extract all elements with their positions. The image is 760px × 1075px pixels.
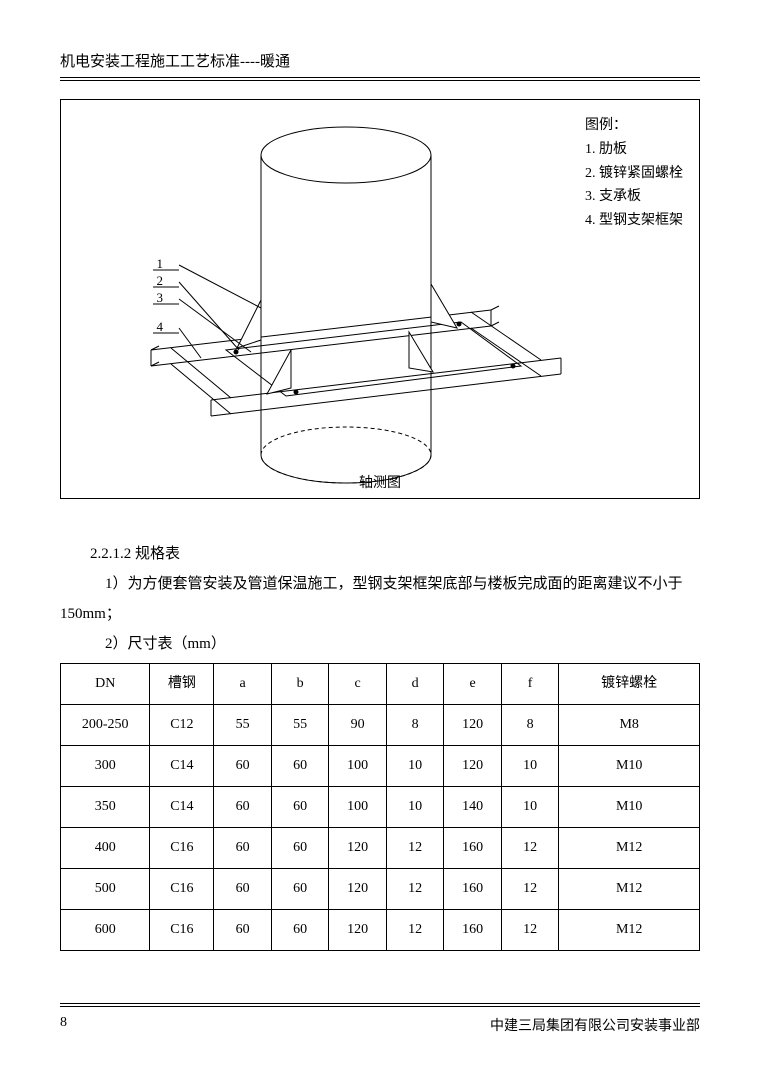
header-title: 机电安装工程施工工艺标准----暖通 <box>60 54 290 70</box>
table-row: 350C1460601001014010M10 <box>61 787 700 828</box>
legend-item: 3. 支承板 <box>585 185 683 209</box>
table-header-cell: a <box>214 664 272 705</box>
table-cell: 12 <box>501 910 559 951</box>
table-row: 400C1660601201216012M12 <box>61 828 700 869</box>
table-cell: 12 <box>386 910 444 951</box>
table-cell: C14 <box>150 787 214 828</box>
table-cell: 400 <box>61 828 150 869</box>
table-cell: 90 <box>329 705 387 746</box>
legend-title: 图例： <box>585 114 683 138</box>
table-header-cell: f <box>501 664 559 705</box>
table-cell: C16 <box>150 910 214 951</box>
table-cell: 60 <box>214 910 272 951</box>
table-cell: 60 <box>271 910 329 951</box>
note-1: 1）为方便套管安装及管道保温施工，型钢支架框架底部与楼板完成面的距离建议不小于 … <box>60 569 700 629</box>
table-row: 200-250C1255559081208M8 <box>61 705 700 746</box>
table-cell: 300 <box>61 746 150 787</box>
table-cell: 140 <box>444 787 502 828</box>
table-header-cell: 镀锌螺栓 <box>559 664 700 705</box>
table-cell: 120 <box>329 910 387 951</box>
table-cell: 8 <box>386 705 444 746</box>
table-cell: 12 <box>501 828 559 869</box>
table-cell: 160 <box>444 828 502 869</box>
figure-legend: 图例： 1. 肋板 2. 镀锌紧固螺栓 3. 支承板 4. 型钢支架框架 <box>585 114 683 233</box>
table-cell: 12 <box>386 828 444 869</box>
callout-3: 3 <box>157 290 164 305</box>
spec-table: DN槽钢abcdef镀锌螺栓 200-250C1255559081208M830… <box>60 663 700 951</box>
table-cell: 160 <box>444 910 502 951</box>
table-header-cell: c <box>329 664 387 705</box>
table-header-cell: DN <box>61 664 150 705</box>
table-row: 600C1660601201216012M12 <box>61 910 700 951</box>
table-header-cell: b <box>271 664 329 705</box>
legend-item: 1. 肋板 <box>585 138 683 162</box>
table-cell: 500 <box>61 869 150 910</box>
footer-org: 中建三局集团有限公司安装事业部 <box>490 1015 700 1035</box>
table-cell: M12 <box>559 869 700 910</box>
table-cell: M8 <box>559 705 700 746</box>
callout-1: 1 <box>157 256 164 271</box>
table-cell: 60 <box>214 746 272 787</box>
callout-2: 2 <box>157 273 164 288</box>
table-cell: 8 <box>501 705 559 746</box>
table-cell: 120 <box>329 869 387 910</box>
table-cell: 120 <box>329 828 387 869</box>
legend-item: 2. 镀锌紧固螺栓 <box>585 162 683 186</box>
table-header-cell: d <box>386 664 444 705</box>
table-cell: 60 <box>214 869 272 910</box>
table-cell: M10 <box>559 746 700 787</box>
page-number: 8 <box>60 1015 67 1035</box>
table-cell: M12 <box>559 828 700 869</box>
table-cell: M12 <box>559 910 700 951</box>
table-cell: C14 <box>150 746 214 787</box>
table-cell: 100 <box>329 746 387 787</box>
table-cell: 60 <box>214 828 272 869</box>
table-cell: 100 <box>329 787 387 828</box>
table-cell: C12 <box>150 705 214 746</box>
page-header: 机电安装工程施工工艺标准----暖通 <box>60 50 700 81</box>
table-cell: 160 <box>444 869 502 910</box>
table-cell: 10 <box>501 787 559 828</box>
table-cell: 200-250 <box>61 705 150 746</box>
table-cell: 12 <box>501 869 559 910</box>
table-cell: 55 <box>271 705 329 746</box>
table-cell: C16 <box>150 869 214 910</box>
table-row: 300C1460601001012010M10 <box>61 746 700 787</box>
table-row: 500C1660601201216012M12 <box>61 869 700 910</box>
page-footer: 8 中建三局集团有限公司安装事业部 <box>60 1003 700 1035</box>
table-cell: 10 <box>386 787 444 828</box>
callout-4: 4 <box>157 319 164 334</box>
legend-item: 4. 型钢支架框架 <box>585 209 683 233</box>
section-heading: 2.2.1.2 规格表 <box>60 539 700 569</box>
table-cell: 120 <box>444 705 502 746</box>
table-cell: 60 <box>271 828 329 869</box>
table-cell: 60 <box>271 746 329 787</box>
table-cell: 55 <box>214 705 272 746</box>
table-cell: 10 <box>386 746 444 787</box>
table-header-row: DN槽钢abcdef镀锌螺栓 <box>61 664 700 705</box>
table-cell: 600 <box>61 910 150 951</box>
figure-caption: 轴测图 <box>359 472 401 492</box>
figure-box: 1 2 3 4 图例： 1. 肋板 2. 镀锌紧固螺栓 3. 支承板 4. 型钢… <box>60 99 700 499</box>
body-text: 2.2.1.2 规格表 1）为方便套管安装及管道保温施工，型钢支架框架底部与楼板… <box>60 539 700 951</box>
table-cell: 60 <box>271 869 329 910</box>
table-header-cell: e <box>444 664 502 705</box>
table-cell: 60 <box>214 787 272 828</box>
table-cell: 350 <box>61 787 150 828</box>
table-header-cell: 槽钢 <box>150 664 214 705</box>
table-cell: 120 <box>444 746 502 787</box>
table-cell: M10 <box>559 787 700 828</box>
table-cell: 60 <box>271 787 329 828</box>
page: 机电安装工程施工工艺标准----暖通 <box>0 0 760 1075</box>
note-2: 2）尺寸表（mm） <box>60 629 700 659</box>
table-cell: 12 <box>386 869 444 910</box>
table-cell: C16 <box>150 828 214 869</box>
table-cell: 10 <box>501 746 559 787</box>
